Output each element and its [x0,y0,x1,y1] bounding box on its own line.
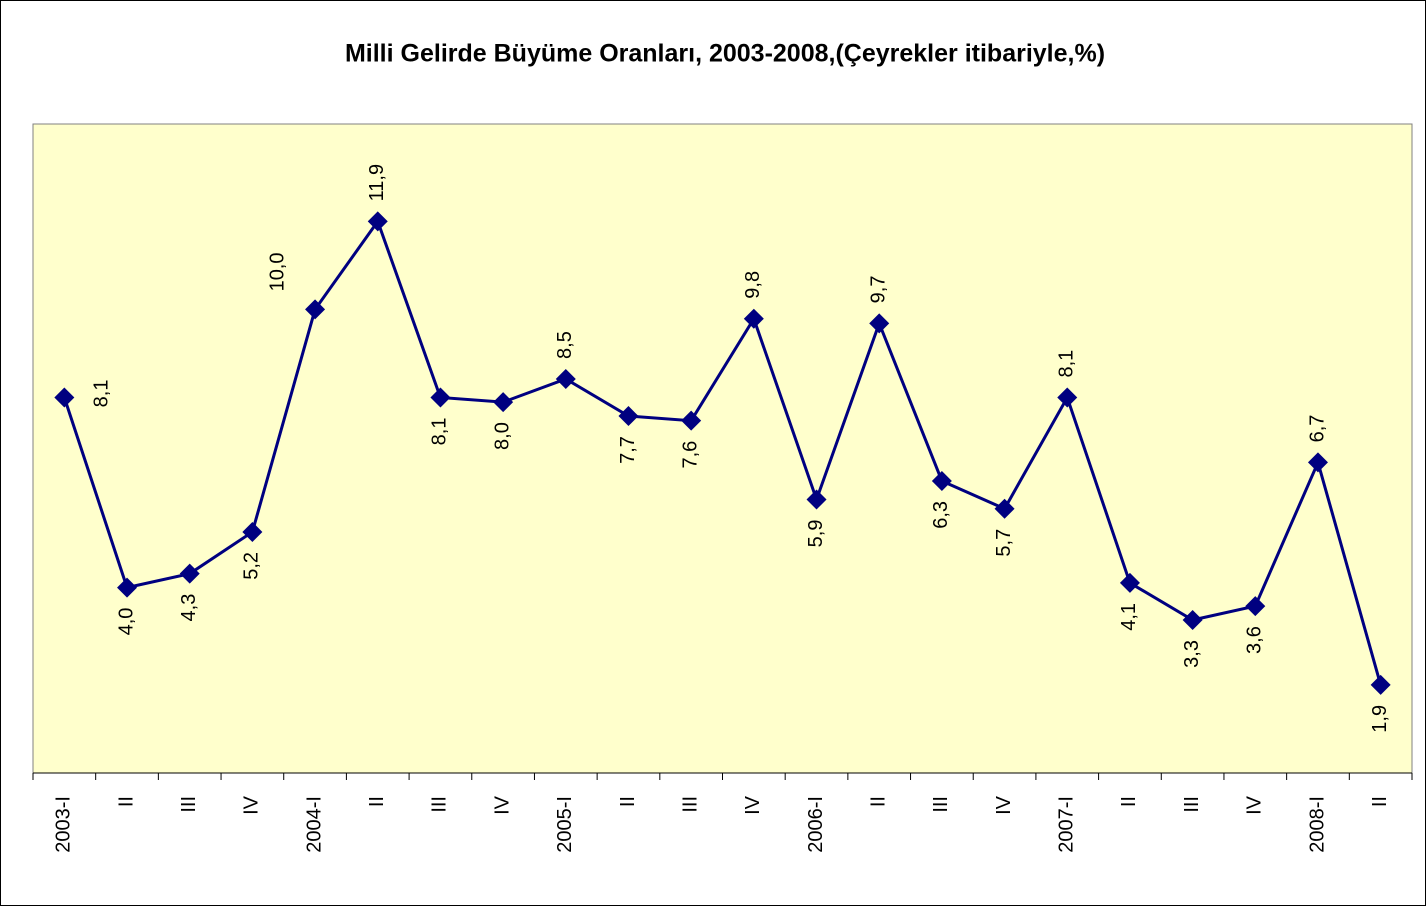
data-label: 6,7 [1306,415,1328,443]
marker [117,577,138,598]
x-tick-label: III [429,796,451,813]
x-tick-label: IV [1244,795,1266,815]
x-tick-label: II [1369,796,1391,807]
data-label: 9,7 [867,276,889,304]
x-tick-label: 2006-I [805,796,827,853]
x-tick-label: IV [742,795,764,815]
x-tick-label: II [115,796,137,807]
x-tick-label: II [1118,796,1140,807]
marker [1182,610,1203,631]
data-label: 8,1 [1056,350,1078,378]
data-label: 10,0 [266,252,288,291]
data-label: 8,1 [91,380,113,408]
marker [1245,596,1266,617]
marker [493,392,514,413]
marker [305,299,326,320]
data-label: 8,5 [554,331,576,359]
data-label: 5,7 [993,529,1015,557]
marker [1307,452,1328,473]
marker [806,489,827,510]
x-tick-label: II [867,796,889,807]
x-tick-label: IV [993,795,1015,815]
marker [681,410,702,431]
marker [618,406,639,427]
x-tick-label: III [178,796,200,813]
x-tick-label: IV [491,795,513,815]
marker [367,211,388,232]
x-tick-label: 2005-I [554,796,576,853]
data-label: 11,9 [366,164,388,201]
data-label: 1,9 [1369,705,1391,733]
marker [1370,674,1391,695]
x-tick-label: III [1181,796,1203,813]
line [62,218,1383,686]
data-label: 5,9 [805,519,827,547]
x-tick-label: 2007-I [1056,796,1078,853]
data-label: 7,6 [679,441,701,469]
data-label: 4,3 [178,594,200,622]
data-label: 8,0 [491,422,513,450]
marker [743,308,764,329]
marker [1119,572,1140,593]
x-tick-label: IV [241,795,263,815]
x-tick-label: II [617,796,639,807]
marker [54,387,75,408]
x-tick-label: 2004-I [303,796,325,853]
chart-title: Milli Gelirde Büyüme Oranları, 2003-2008… [345,40,1105,68]
data-label: 4,0 [115,608,137,636]
data-label: 8,1 [429,418,451,446]
data-label: 5,2 [241,552,263,580]
marker [931,470,952,491]
data-label: 4,1 [1118,603,1140,631]
x-tick-label: 2003-I [53,796,75,853]
marker [1057,387,1078,408]
marker [994,498,1015,519]
data-label: 6,3 [930,501,952,529]
data-label: 7,7 [617,436,639,464]
data-label: 3,6 [1244,626,1266,654]
marker [555,368,576,389]
x-tick-label: III [930,796,952,813]
data-label: 3,3 [1181,640,1203,668]
plot-area [32,123,1413,774]
x-tick-label: II [366,796,388,807]
data-label: 9,8 [742,271,764,299]
x-tick-label: 2008-I [1306,796,1328,853]
marker [242,521,263,542]
marker [430,387,451,408]
marker [869,313,890,334]
marker [179,563,200,584]
x-tick-label: III [679,796,701,813]
